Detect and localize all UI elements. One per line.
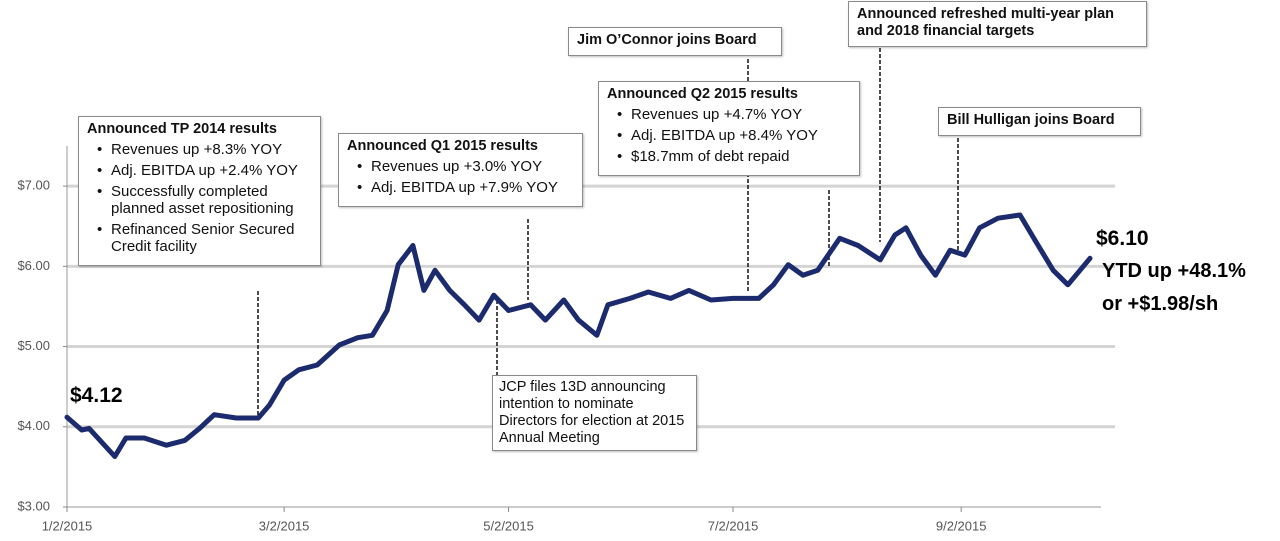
y-tick-label: $4.00: [17, 418, 50, 433]
annotation-title: Jim O’Connor joins Board: [577, 32, 757, 48]
y-tick-label: $7.00: [17, 178, 50, 193]
annotation-list: Revenues up +8.3% YOY Adj. EBITDA up +2.4…: [87, 141, 312, 255]
annotation-box: Jim O’Connor joins Board: [568, 27, 782, 56]
annotation-list: Revenues up +3.0% YOY Adj. EBITDA up +7.9…: [347, 158, 574, 196]
y-tick-label: $6.00: [17, 258, 50, 273]
annotation-bullet: Adj. EBITDA up +8.4% YOY: [617, 127, 851, 144]
annotation-box: Announced TP 2014 results Revenues up +8.…: [78, 116, 321, 266]
annotation-box: Announced refreshed multi-year plan and …: [848, 1, 1147, 47]
y-tick-label: $3.00: [17, 498, 50, 513]
x-tick-label: 5/2/2015: [483, 518, 534, 533]
annotation-bullet: Adj. EBITDA up +7.9% YOY: [357, 179, 574, 196]
ytd-label: YTD up +48.1%: [1102, 260, 1246, 282]
annotation-list: Revenues up +4.7% YOY Adj. EBITDA up +8.4…: [607, 106, 851, 165]
annotation-bullet: Revenues up +8.3% YOY: [97, 141, 312, 158]
annotation-title: Bill Hulligan joins Board: [947, 112, 1115, 128]
annotation-bullet: Refinanced Senior Secured Credit facilit…: [97, 221, 312, 255]
annotation-bullet: Revenues up +4.7% YOY: [617, 106, 851, 123]
annotation-bullet: Adj. EBITDA up +2.4% YOY: [97, 162, 312, 179]
annotation-title: Announced Q2 2015 results: [607, 86, 798, 102]
x-tick-label: 7/2/2015: [708, 518, 759, 533]
annotation-title: Announced Q1 2015 results: [347, 138, 538, 154]
y-tick-label: $5.00: [17, 338, 50, 353]
end-label: $6.10: [1096, 227, 1149, 250]
start-label: $4.12: [70, 384, 123, 407]
annotation-title: Announced TP 2014 results: [87, 121, 277, 137]
annotation-bullet: $18.7mm of debt repaid: [617, 148, 851, 165]
annotation-box: Announced Q1 2015 results Revenues up +3.…: [338, 133, 583, 207]
price-line: [64, 212, 1093, 459]
x-tick-label: 3/2/2015: [259, 518, 310, 533]
annotation-bullet: Revenues up +3.0% YOY: [357, 158, 574, 175]
annotation-text: JCP files 13D announcing intention to no…: [499, 379, 685, 446]
annotation-title: Announced refreshed multi-year plan and …: [857, 6, 1115, 39]
ytd-label: or +$1.98/sh: [1102, 293, 1219, 315]
annotation-bullet: Successfully completed planned asset rep…: [97, 183, 312, 217]
x-tick-label: 1/2/2015: [42, 518, 93, 533]
annotation-box: Announced Q2 2015 results Revenues up +4.…: [598, 81, 860, 176]
annotation-box: JCP files 13D announcing intention to no…: [492, 375, 697, 451]
x-tick-label: 9/2/2015: [936, 518, 987, 533]
annotation-box: Bill Hulligan joins Board: [938, 107, 1141, 136]
